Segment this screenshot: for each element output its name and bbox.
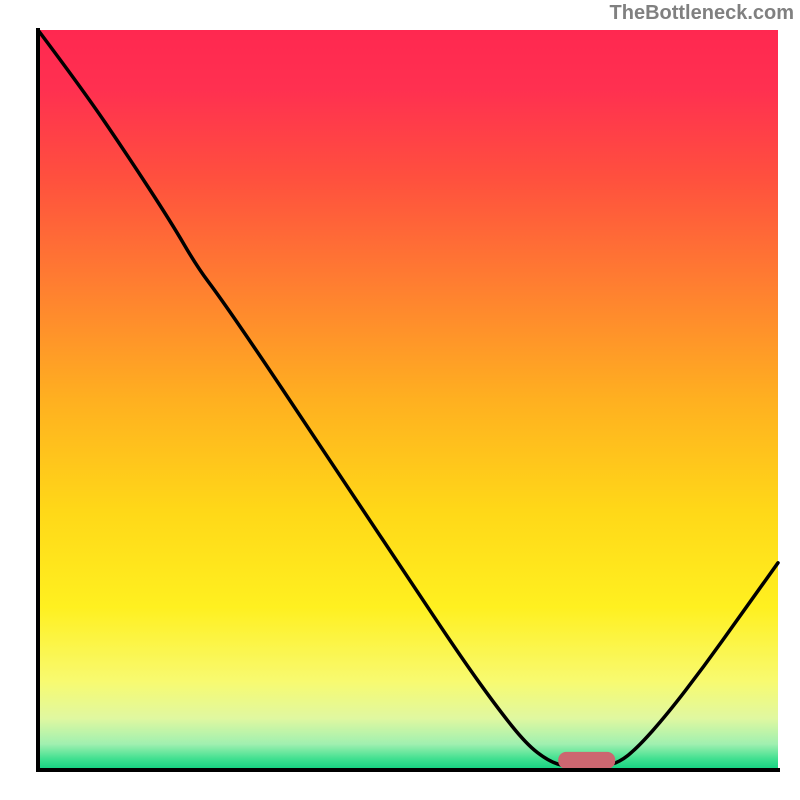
watermark-text: TheBottleneck.com — [610, 2, 794, 25]
optimal-marker — [558, 752, 615, 769]
chart-gradient-bg — [38, 30, 778, 770]
chart-svg — [0, 0, 800, 800]
bottleneck-chart — [0, 0, 800, 800]
